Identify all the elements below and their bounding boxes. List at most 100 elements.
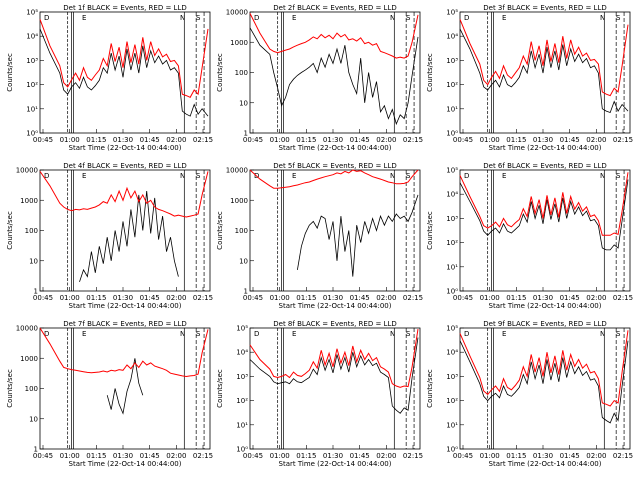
- chart-panel-2: Det 2f BLACK = Events, RED = LLD 1 10 100 10…: [216, 4, 423, 152]
- y-tick-label: 10¹: [236, 421, 248, 429]
- x-tick-label: 01:00: [480, 136, 500, 144]
- chart-title: Det 2f BLACK = Events, RED = LLD: [273, 4, 396, 12]
- y-tick-label: 10⁰: [446, 446, 458, 454]
- x-tick-label: 02:00: [586, 452, 606, 460]
- y-tick-label: 1: [244, 130, 248, 138]
- chart-panel-5: Det 5f BLACK = Events, RED = LLD 1 10 100 10…: [216, 162, 423, 310]
- annotation-label: S: [616, 172, 621, 180]
- x-tick-label: 01:00: [270, 136, 290, 144]
- y-axis-label: Counts/sec: [6, 369, 14, 408]
- y-tick-label: 10⁴: [446, 33, 458, 41]
- y-tick-label: 10⁴: [446, 191, 458, 199]
- x-axis-label: Start Time (22-Oct-14 00:44:00): [279, 302, 392, 310]
- y-tick-label: 10: [239, 99, 248, 107]
- x-tick-label: 02:00: [586, 136, 606, 144]
- x-tick-label: 01:00: [270, 294, 290, 302]
- chart-title: Det 9f BLACK = Events, RED = LLD: [483, 320, 606, 328]
- chart-title: Det 6f BLACK = Events, RED = LLD: [483, 162, 606, 170]
- x-tick-label: 02:00: [586, 294, 606, 302]
- y-tick-label: 10²: [446, 239, 458, 247]
- series-lld-line: [459, 330, 629, 407]
- plot-frame: [39, 11, 211, 134]
- x-tick-label: 01:30: [533, 452, 553, 460]
- x-tick-label: 01:15: [506, 452, 526, 460]
- y-tick-label: 10²: [446, 397, 458, 405]
- chart-title: Det 1f BLACK = Events, RED = LLD: [63, 4, 186, 12]
- annotation-label: D: [44, 330, 49, 338]
- x-axis-label: Start Time (22-Oct-14 00:44:00): [69, 460, 182, 468]
- x-tick-label: 02:00: [376, 452, 396, 460]
- x-tick-label: 00:45: [243, 452, 263, 460]
- x-tick-label: 02:00: [376, 294, 396, 302]
- x-tick-label: 01:45: [140, 452, 160, 460]
- annotation-label: N: [600, 330, 605, 338]
- y-axis-label: Counts/sec: [426, 211, 434, 250]
- x-tick-label: 02:15: [193, 136, 213, 144]
- annotation-label: E: [502, 14, 506, 22]
- y-tick-label: 10⁴: [26, 33, 38, 41]
- y-tick-label: 1: [244, 288, 248, 296]
- annotation-label: S: [196, 14, 201, 22]
- x-tick-label: 01:45: [560, 294, 580, 302]
- y-tick-label: 1000: [20, 355, 38, 363]
- x-tick-label: 00:45: [453, 136, 473, 144]
- annotation-label: E: [502, 330, 506, 338]
- x-tick-label: 02:00: [166, 294, 186, 302]
- x-tick-label: 01:30: [113, 136, 133, 144]
- x-tick-label: 02:00: [376, 136, 396, 144]
- y-tick-label: 10³: [446, 373, 458, 381]
- x-tick-label: 01:00: [480, 452, 500, 460]
- chart-panel-3: Det 3f BLACK = Events, RED = LLD 10⁰ 10¹ 10…: [426, 4, 633, 152]
- y-tick-label: 10⁴: [236, 349, 248, 357]
- series-lld-line: [249, 169, 419, 189]
- chart-panel-8: Det 8f BLACK = Events, RED = LLD 10⁰ 10¹ 10…: [216, 320, 423, 468]
- x-tick-label: 01:00: [60, 452, 80, 460]
- x-tick-label: 01:30: [113, 452, 133, 460]
- annotation-label: N: [390, 14, 395, 22]
- annotation-label: E: [292, 330, 296, 338]
- x-axis-label: Start Time (22-Oct-14 00:44:00): [69, 302, 182, 310]
- series-events-line: [106, 358, 144, 415]
- chart-title: Det 4f BLACK = Events, RED = LLD: [63, 162, 186, 170]
- x-tick-label: 00:45: [453, 294, 473, 302]
- y-tick-label: 10³: [446, 57, 458, 65]
- plot-frame: [459, 327, 631, 450]
- series-lld-line: [459, 172, 629, 236]
- x-tick-label: 01:30: [323, 452, 343, 460]
- x-tick-label: 02:15: [613, 452, 633, 460]
- y-tick-label: 10²: [26, 81, 38, 89]
- x-tick-label: 02:00: [166, 452, 186, 460]
- x-tick-label: 02:15: [403, 136, 423, 144]
- y-axis-label: Counts/sec: [216, 211, 224, 250]
- y-tick-label: 10⁰: [26, 130, 38, 138]
- y-tick-label: 10⁵: [236, 325, 248, 333]
- annotation-label: N: [390, 172, 395, 180]
- x-tick-label: 02:15: [613, 294, 633, 302]
- x-tick-label: 01:00: [60, 136, 80, 144]
- y-tick-label: 1000: [20, 197, 38, 205]
- x-axis-label: Start Time (22-Oct-14 00:44:00): [279, 460, 392, 468]
- chart-title: Det 8f BLACK = Events, RED = LLD: [273, 320, 396, 328]
- annotation-label: D: [254, 14, 259, 22]
- y-tick-label: 1000: [230, 39, 248, 47]
- annotation-label: D: [464, 14, 469, 22]
- series-events-line: [39, 28, 209, 117]
- annotation-label: D: [44, 14, 49, 22]
- annotation-label: S: [616, 14, 621, 22]
- x-axis-label: Start Time (22-Oct-14 00:44:00): [279, 144, 392, 152]
- y-tick-label: 10²: [236, 397, 248, 405]
- y-axis-label: Counts/sec: [6, 211, 14, 250]
- annotation-label: S: [406, 330, 411, 338]
- x-tick-label: 01:45: [140, 136, 160, 144]
- x-tick-label: 02:15: [403, 452, 423, 460]
- y-tick-label: 10⁴: [446, 349, 458, 357]
- annotation-label: S: [616, 330, 621, 338]
- y-tick-label: 10¹: [446, 421, 458, 429]
- x-tick-label: 01:15: [86, 136, 106, 144]
- x-tick-label: 01:45: [350, 294, 370, 302]
- y-tick-label: 10³: [446, 215, 458, 223]
- x-tick-label: 01:00: [60, 294, 80, 302]
- x-tick-label: 00:45: [33, 452, 53, 460]
- annotation-label: N: [600, 14, 605, 22]
- series-lld-line: [459, 19, 629, 97]
